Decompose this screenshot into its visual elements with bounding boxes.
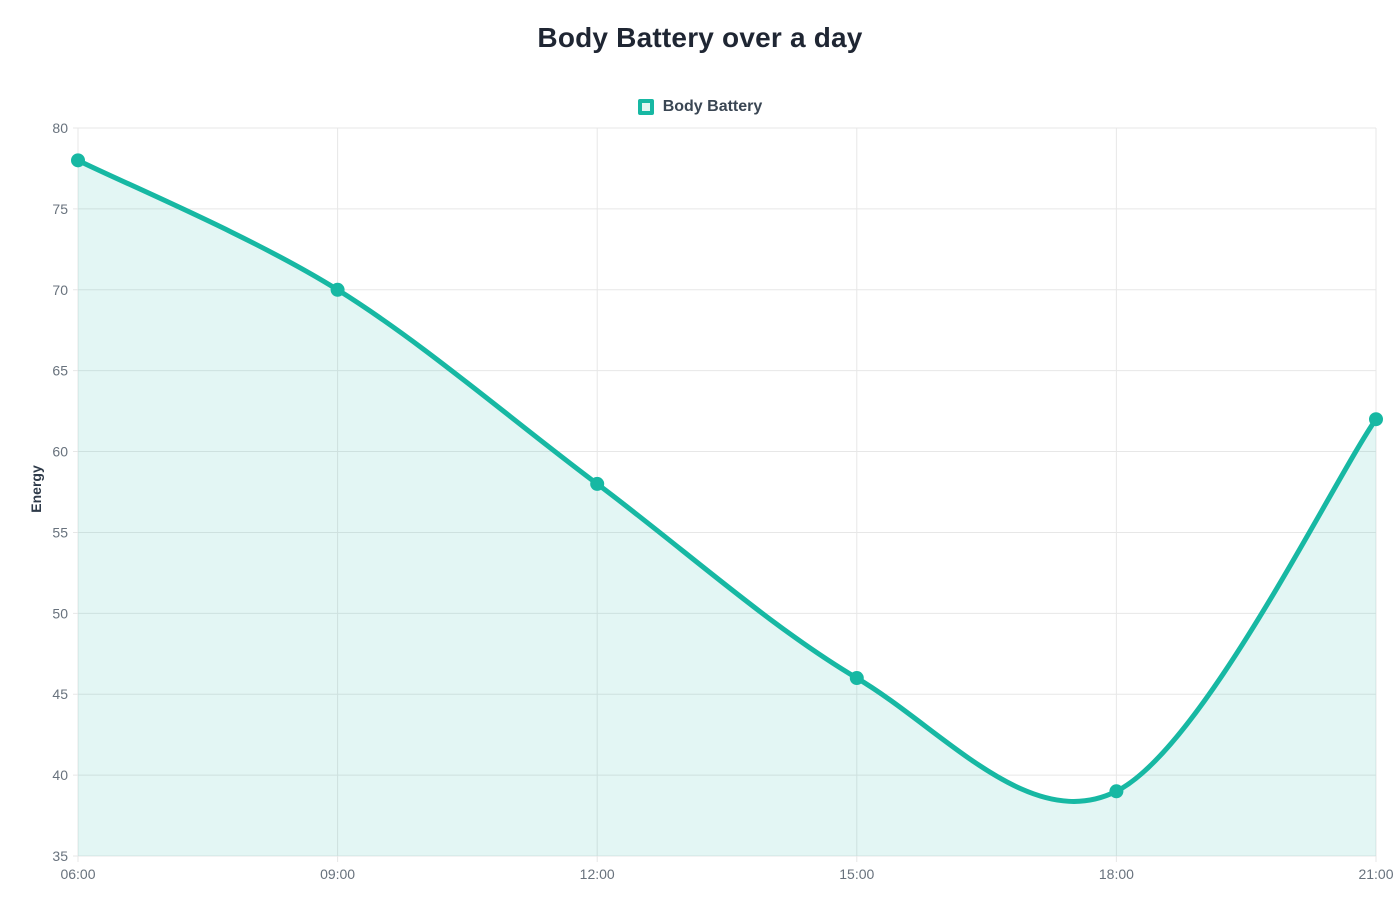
x-tick-label: 06:00 [60, 866, 95, 882]
chart-title: Body Battery over a day [537, 22, 863, 53]
y-tick-label: 35 [52, 848, 68, 864]
x-tick-label: 12:00 [580, 866, 615, 882]
legend-label: Body Battery [662, 98, 763, 115]
y-tick-label: 40 [52, 767, 68, 783]
x-tick-label: 21:00 [1358, 866, 1393, 882]
data-point-2100[interactable] [1369, 412, 1383, 427]
series-line [75, 157, 1379, 804]
x-tick-label: 15:00 [839, 866, 874, 882]
y-tick-label: 65 [52, 363, 68, 379]
data-point-1500[interactable] [849, 671, 864, 686]
legend-swatch-icon [637, 99, 654, 115]
data-point-0600[interactable] [71, 153, 85, 168]
data-point-1800[interactable] [1109, 784, 1124, 799]
y-axis-title: Energy [28, 465, 44, 513]
series-area-fill [78, 160, 1376, 856]
legend-item-body-battery[interactable]: Body Battery [637, 98, 763, 116]
y-tick-label: 45 [52, 686, 68, 702]
x-tick-label: 18:00 [1099, 866, 1134, 882]
y-tick-label: 80 [52, 120, 68, 136]
y-tick-label: 60 [52, 444, 68, 460]
y-tick-label: 75 [52, 201, 68, 217]
data-point-1200[interactable] [590, 476, 605, 491]
y-tick-label: 70 [52, 282, 68, 298]
x-tick-label: 09:00 [320, 866, 355, 882]
legend: Body Battery [0, 98, 1400, 116]
y-tick-label: 55 [52, 524, 68, 540]
y-tick-label: 50 [52, 605, 68, 621]
data-point-0900[interactable] [330, 282, 345, 297]
